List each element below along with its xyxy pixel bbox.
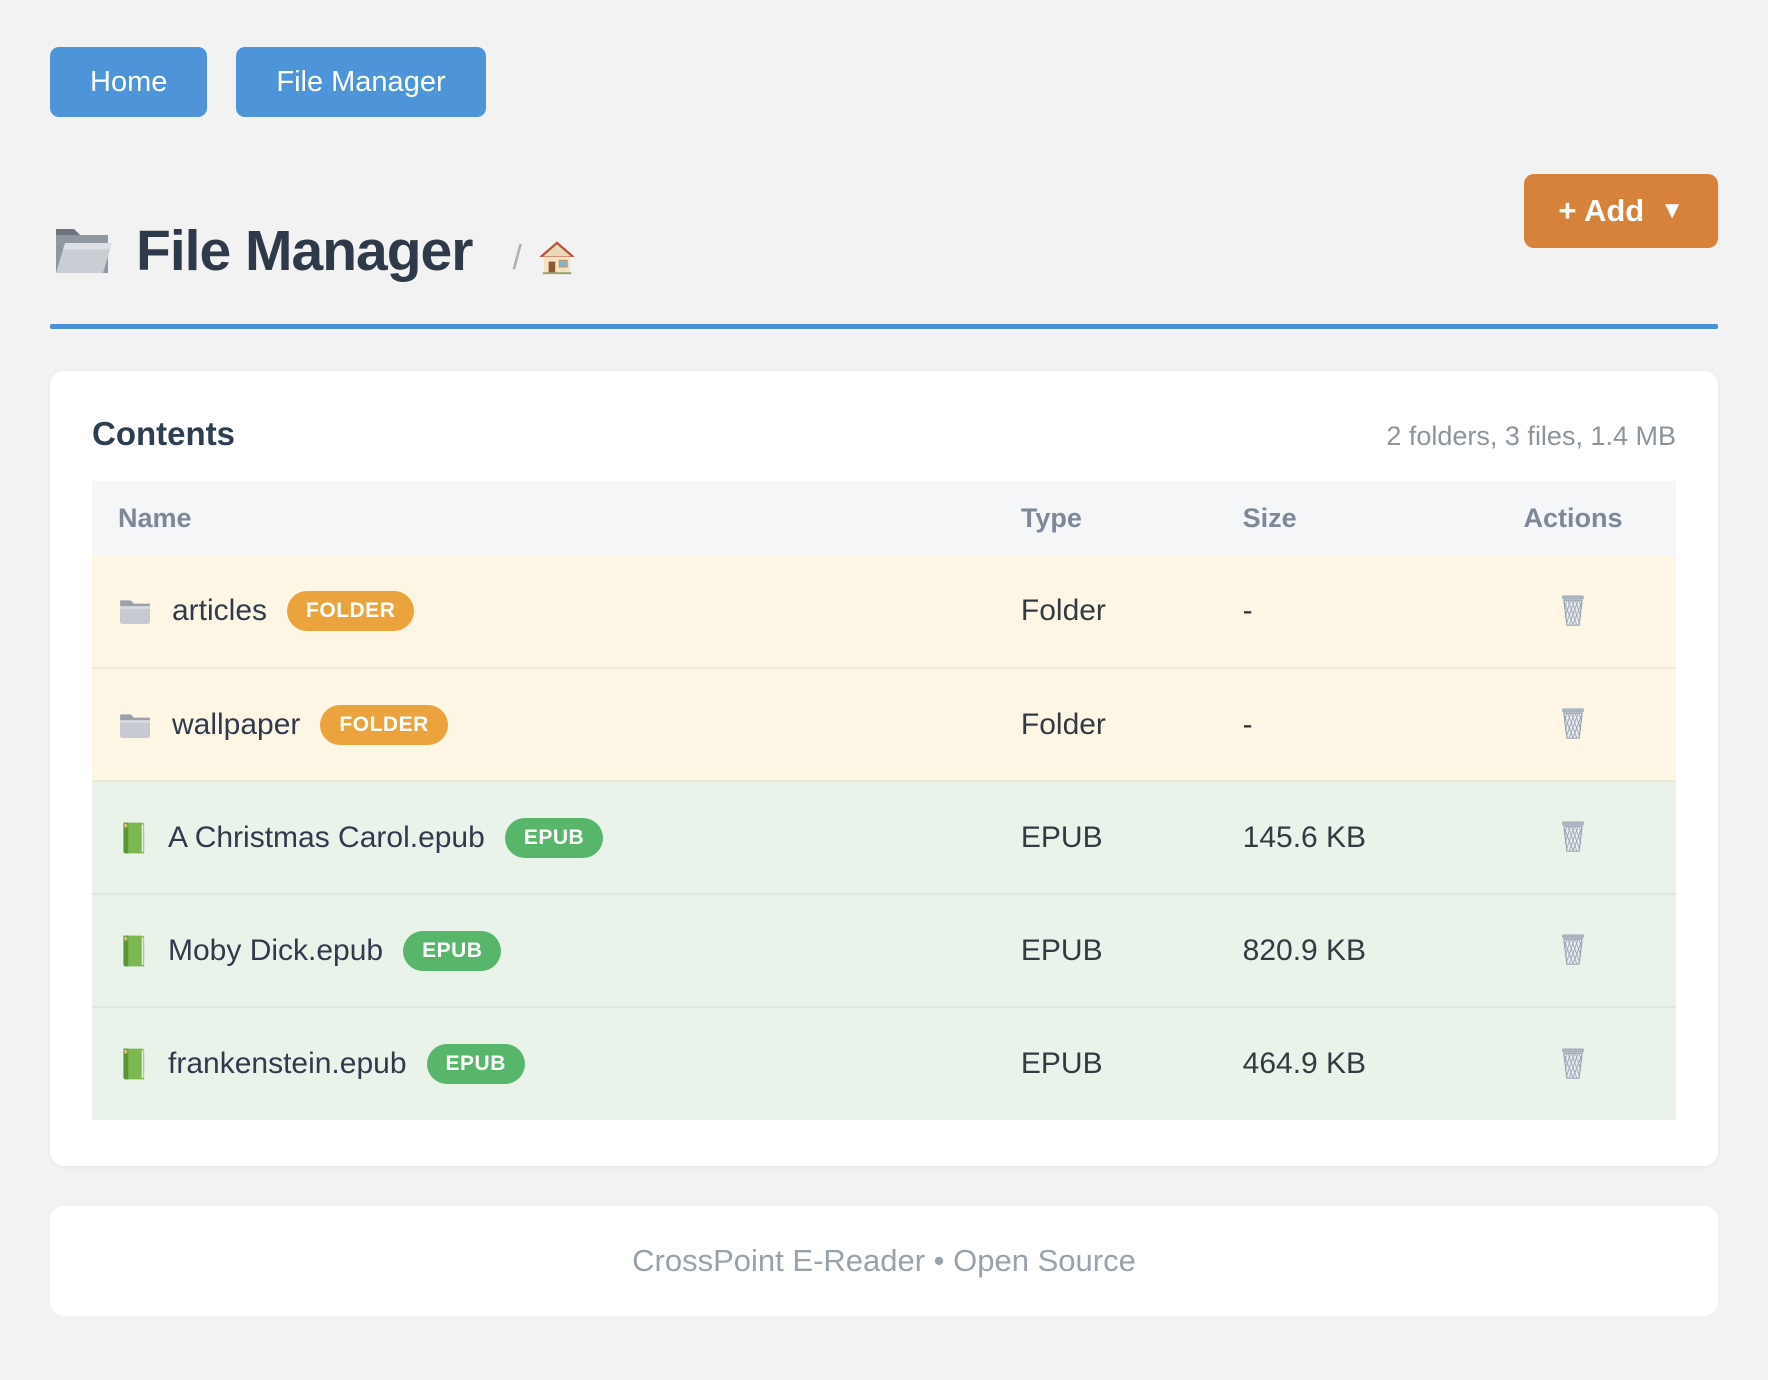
book-icon	[118, 934, 148, 968]
top-nav: Home File Manager	[50, 0, 1718, 117]
type-cell: EPUB	[994, 780, 1217, 894]
contents-table-body: articles FOLDER Folder -	[92, 555, 1676, 1120]
trash-icon	[1558, 593, 1588, 627]
size-cell: -	[1216, 667, 1471, 781]
page: Home File Manager File Manager /	[50, 0, 1718, 1316]
column-header-name: Name	[92, 481, 995, 555]
column-header-actions: Actions	[1470, 481, 1676, 555]
nav-home-button[interactable]: Home	[50, 47, 208, 117]
open-folder-icon	[50, 223, 114, 279]
column-header-type: Type	[994, 481, 1217, 555]
contents-summary: 2 folders, 3 files, 1.4 MB	[1386, 421, 1676, 451]
table-row[interactable]: articles FOLDER Folder -	[92, 555, 1676, 668]
table-header-row: Name Type Size Actions	[92, 481, 1676, 555]
page-title: File Manager	[136, 219, 473, 283]
breadcrumb-separator: /	[512, 238, 522, 277]
contents-header: Contents 2 folders, 3 files, 1.4 MB	[92, 415, 1676, 453]
delete-button[interactable]	[1552, 700, 1594, 749]
book-icon	[118, 821, 148, 855]
file-name: wallpaper	[172, 707, 301, 741]
title-group: File Manager /	[50, 218, 576, 284]
nav-file-manager-button[interactable]: File Manager	[236, 47, 486, 117]
folder-icon	[118, 710, 152, 740]
trash-icon	[1558, 1046, 1588, 1080]
caret-down-icon: ▼	[1660, 197, 1684, 224]
table-row[interactable]: Moby Dick.epub EPUB EPUB 820.9 KB	[92, 893, 1676, 1007]
contents-card: Contents 2 folders, 3 files, 1.4 MB Name…	[50, 371, 1718, 1166]
column-header-size: Size	[1216, 481, 1471, 555]
file-name: frankenstein.epub	[168, 1047, 407, 1080]
book-icon	[118, 1047, 148, 1081]
type-cell: EPUB	[994, 1006, 1217, 1120]
type-badge: FOLDER	[320, 704, 448, 745]
type-badge: FOLDER	[287, 591, 415, 631]
file-link[interactable]: frankenstein.epub EPUB	[118, 1044, 994, 1084]
header-divider	[50, 324, 1718, 329]
type-cell: Folder	[1020, 594, 1106, 627]
page-header: File Manager / + Add ▼	[50, 174, 1718, 284]
size-cell: 464.9 KB	[1216, 1006, 1471, 1120]
type-cell: Folder	[994, 667, 1217, 781]
trash-icon	[1558, 932, 1588, 966]
add-button-label: + Add	[1558, 193, 1645, 228]
delete-button[interactable]	[1552, 813, 1594, 862]
footer-text: CrossPoint E-Reader • Open Source	[632, 1243, 1136, 1278]
table-row[interactable]: wallpaper FOLDER Folder -	[92, 667, 1676, 781]
file-table: Name Type Size Actions	[92, 481, 1676, 1120]
type-badge: EPUB	[403, 930, 502, 971]
breadcrumb: /	[512, 239, 575, 278]
table-row[interactable]: frankenstein.epub EPUB EPUB 464.9 KB	[92, 1006, 1676, 1120]
file-name: articles	[172, 594, 268, 627]
contents-title: Contents	[92, 415, 235, 452]
file-name: A Christmas Carol.epub	[168, 820, 485, 854]
size-cell: 145.6 KB	[1216, 780, 1471, 894]
file-link[interactable]: Moby Dick.epub EPUB	[118, 930, 994, 971]
trash-icon	[1558, 819, 1588, 853]
delete-button[interactable]	[1552, 587, 1594, 636]
add-button[interactable]: + Add ▼	[1524, 174, 1718, 248]
footer: CrossPoint E-Reader • Open Source	[50, 1206, 1718, 1316]
file-link[interactable]: wallpaper FOLDER	[118, 704, 994, 745]
type-badge: EPUB	[504, 817, 604, 858]
table-row[interactable]: A Christmas Carol.epub EPUB EPUB 145.6 K…	[92, 780, 1676, 894]
trash-icon	[1558, 706, 1588, 740]
type-badge: EPUB	[426, 1044, 525, 1084]
file-link[interactable]: articles FOLDER	[118, 591, 994, 631]
folder-icon	[118, 596, 152, 626]
delete-button[interactable]	[1552, 1040, 1594, 1089]
delete-button[interactable]	[1552, 926, 1594, 975]
home-icon[interactable]	[538, 240, 576, 276]
size-cell: 820.9 KB	[1216, 893, 1471, 1007]
type-cell: EPUB	[994, 893, 1217, 1007]
size-cell: -	[1242, 594, 1253, 627]
file-name: Moby Dick.epub	[168, 933, 384, 967]
file-link[interactable]: A Christmas Carol.epub EPUB	[118, 817, 994, 858]
